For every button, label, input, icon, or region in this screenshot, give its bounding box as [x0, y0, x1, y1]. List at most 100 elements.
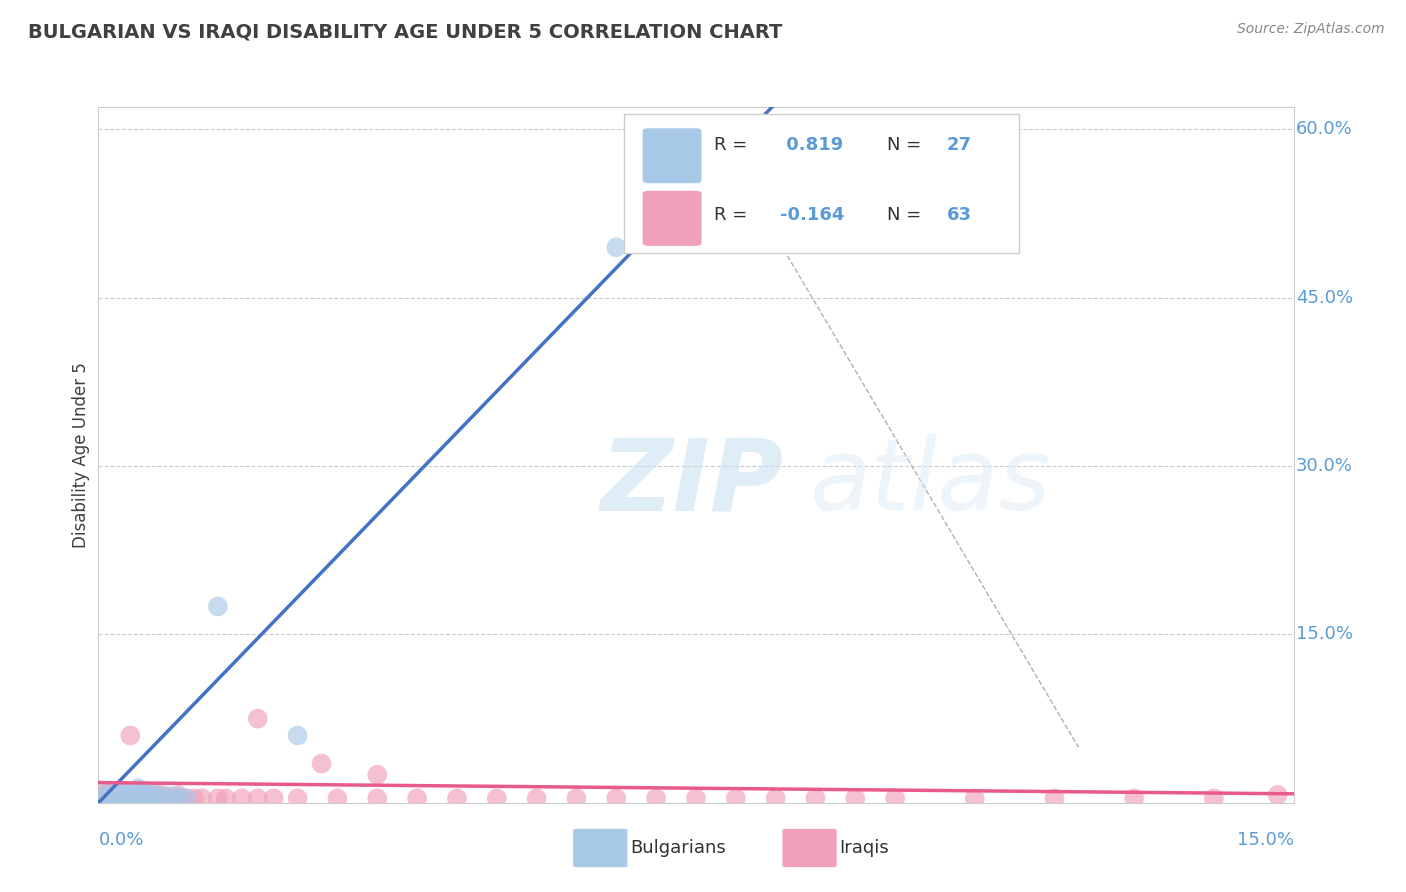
Text: Bulgarians: Bulgarians — [630, 839, 725, 857]
Point — [150, 792, 173, 806]
Point — [111, 788, 134, 802]
Text: BULGARIAN VS IRAQI DISABILITY AGE UNDER 5 CORRELATION CHART: BULGARIAN VS IRAQI DISABILITY AGE UNDER … — [28, 22, 783, 41]
Point — [1123, 791, 1146, 805]
Point — [485, 791, 508, 805]
Point — [645, 791, 668, 805]
Text: ZIP: ZIP — [600, 434, 783, 532]
Point — [111, 791, 134, 805]
Text: Iraqis: Iraqis — [839, 839, 889, 857]
Point — [135, 787, 157, 801]
Point — [263, 791, 285, 805]
Point — [1267, 788, 1289, 802]
Point — [96, 787, 118, 801]
Point — [103, 788, 125, 802]
Point — [287, 791, 309, 805]
FancyBboxPatch shape — [643, 128, 702, 184]
Point — [111, 790, 134, 805]
Text: N =: N = — [887, 206, 927, 224]
Point — [120, 792, 142, 806]
Point — [605, 791, 627, 805]
Point — [215, 791, 238, 805]
Point — [246, 791, 269, 805]
Point — [103, 790, 125, 805]
Point — [526, 791, 548, 805]
Point — [96, 784, 118, 798]
Point — [111, 784, 134, 798]
Text: 45.0%: 45.0% — [1296, 289, 1353, 307]
Point — [135, 790, 157, 805]
Point — [565, 791, 588, 805]
Text: R =: R = — [714, 136, 752, 154]
Text: 27: 27 — [946, 136, 972, 154]
Point — [120, 788, 142, 802]
Point — [191, 791, 214, 805]
Point — [143, 792, 166, 806]
Point — [127, 790, 149, 805]
FancyBboxPatch shape — [624, 114, 1018, 253]
Point — [326, 791, 349, 805]
Point — [135, 792, 157, 806]
Text: 30.0%: 30.0% — [1296, 457, 1353, 475]
Point — [804, 791, 827, 805]
Text: 15.0%: 15.0% — [1236, 830, 1294, 848]
Point — [127, 784, 149, 798]
Point — [120, 790, 142, 805]
Point — [120, 788, 142, 802]
Point — [287, 729, 309, 743]
Text: 60.0%: 60.0% — [1296, 120, 1353, 138]
Point — [724, 791, 747, 805]
Y-axis label: Disability Age Under 5: Disability Age Under 5 — [72, 362, 90, 548]
Point — [120, 729, 142, 743]
Point — [135, 791, 157, 805]
FancyBboxPatch shape — [782, 829, 837, 868]
Point — [111, 792, 134, 806]
Text: 15.0%: 15.0% — [1296, 625, 1353, 643]
Point — [207, 791, 229, 805]
Point — [96, 792, 118, 806]
Point — [103, 787, 125, 801]
Point — [120, 784, 142, 798]
Point — [406, 791, 429, 805]
Point — [159, 791, 181, 805]
Point — [111, 789, 134, 803]
Point — [127, 788, 149, 802]
Point — [127, 792, 149, 806]
Point — [127, 792, 149, 806]
Point — [183, 791, 205, 805]
Point — [174, 791, 197, 805]
Point — [96, 788, 118, 802]
Point — [311, 756, 333, 771]
Point — [150, 790, 173, 805]
Point — [207, 599, 229, 614]
Point — [111, 784, 134, 798]
Point — [1043, 791, 1066, 805]
Point — [159, 789, 181, 803]
Point — [120, 791, 142, 805]
FancyBboxPatch shape — [572, 829, 628, 868]
Point — [963, 791, 986, 805]
Text: -0.164: -0.164 — [779, 206, 844, 224]
Text: R =: R = — [714, 206, 752, 224]
Point — [103, 784, 125, 798]
Text: atlas: atlas — [810, 434, 1052, 532]
Point — [246, 712, 269, 726]
Text: 63: 63 — [946, 206, 972, 224]
Point — [96, 790, 118, 805]
Point — [127, 788, 149, 802]
FancyBboxPatch shape — [643, 191, 702, 246]
Text: N =: N = — [887, 136, 927, 154]
Point — [167, 791, 190, 805]
Point — [150, 788, 173, 802]
Point — [143, 787, 166, 801]
Point — [127, 781, 149, 796]
Point — [127, 790, 149, 805]
Point — [765, 791, 787, 805]
Point — [174, 791, 197, 805]
Point — [1202, 791, 1225, 805]
Point — [231, 791, 253, 805]
Point — [167, 788, 190, 802]
Point — [446, 791, 468, 805]
Text: 0.819: 0.819 — [779, 136, 842, 154]
Point — [143, 791, 166, 805]
Point — [143, 787, 166, 801]
